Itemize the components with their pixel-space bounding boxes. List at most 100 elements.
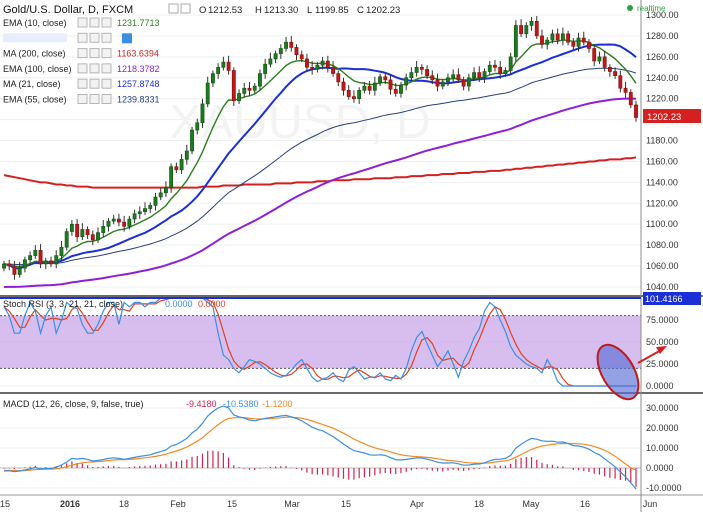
candle[interactable]	[466, 73, 471, 92]
candle[interactable]	[393, 83, 398, 97]
candle[interactable]	[414, 61, 419, 77]
legend-settings-icon[interactable]	[101, 78, 112, 89]
candle[interactable]	[216, 63, 221, 79]
candle[interactable]	[69, 220, 74, 236]
candle[interactable]	[226, 55, 231, 75]
candle[interactable]	[404, 73, 409, 91]
candle[interactable]	[440, 78, 445, 90]
candle[interactable]	[273, 50, 278, 64]
candle[interactable]	[399, 81, 403, 98]
legend-settings-icon[interactable]	[77, 48, 88, 59]
candle[interactable]	[263, 58, 268, 79]
candle[interactable]	[372, 76, 377, 96]
legend-settings-icon[interactable]	[101, 63, 112, 74]
candle[interactable]	[498, 61, 503, 79]
candle[interactable]	[534, 16, 539, 40]
candle[interactable]	[315, 62, 320, 73]
macd-pane[interactable]	[0, 405, 641, 490]
candle[interactable]	[111, 214, 116, 225]
candle[interactable]	[2, 260, 6, 272]
candle[interactable]	[524, 22, 529, 39]
candle[interactable]	[148, 202, 153, 213]
legend-settings-icon[interactable]	[89, 63, 100, 74]
legend-settings-icon[interactable]	[77, 63, 88, 74]
candle[interactable]	[425, 65, 429, 79]
legend-settings-icon[interactable]	[77, 32, 88, 43]
candle[interactable]	[184, 144, 189, 165]
legend-settings-icon[interactable]	[101, 17, 112, 28]
legend-settings-icon[interactable]	[77, 94, 88, 104]
candle[interactable]	[54, 250, 59, 269]
legend-settings-icon[interactable]	[101, 32, 112, 43]
candle[interactable]	[482, 68, 487, 83]
candle[interactable]	[96, 227, 100, 244]
legend-settings-icon[interactable]	[89, 94, 100, 104]
candle[interactable]	[341, 77, 346, 96]
candle[interactable]	[550, 29, 555, 44]
candle[interactable]	[634, 100, 638, 122]
candle[interactable]	[545, 36, 550, 50]
candle[interactable]	[132, 209, 137, 224]
legend-toggle-icon[interactable]	[122, 33, 132, 44]
candle[interactable]	[200, 98, 205, 128]
candle[interactable]	[310, 61, 315, 75]
candle[interactable]	[430, 70, 435, 85]
legend-settings-icon[interactable]	[77, 78, 88, 89]
candle[interactable]	[101, 220, 106, 237]
legend-settings-icon[interactable]	[89, 48, 100, 59]
candle[interactable]	[143, 202, 147, 215]
candle[interactable]	[12, 260, 17, 280]
time-axis[interactable]: 15 2016 18 Feb 15 Mar 15 Apr 18 May 16 Jun	[0, 499, 657, 509]
legend-row[interactable]: EMA (10, close) 1231.7713	[3, 17, 160, 28]
candle[interactable]	[38, 244, 43, 269]
candle[interactable]	[540, 29, 544, 49]
macd-axis[interactable]: 30.0000 20.0000 10.0000 0.0000 -10.0000	[646, 403, 682, 493]
legend-row[interactable]: EMA (55, close) 1239.8331	[3, 94, 160, 105]
candle[interactable]	[508, 52, 513, 75]
candle[interactable]	[59, 240, 64, 261]
candle[interactable]	[592, 44, 597, 67]
candle[interactable]	[231, 67, 236, 107]
candle[interactable]	[163, 181, 168, 198]
candle[interactable]	[529, 17, 534, 31]
candle[interactable]	[336, 70, 341, 87]
candle[interactable]	[503, 67, 508, 77]
candle[interactable]	[576, 32, 581, 52]
candle[interactable]	[325, 55, 330, 73]
candle[interactable]	[623, 81, 628, 98]
candle[interactable]	[116, 213, 121, 227]
legend-settings-icon[interactable]	[77, 17, 88, 28]
legend-settings-icon[interactable]	[89, 78, 100, 89]
candle[interactable]	[137, 206, 142, 219]
candle[interactable]	[205, 76, 210, 108]
candle[interactable]	[211, 70, 215, 88]
candle[interactable]	[221, 56, 226, 71]
candle[interactable]	[195, 118, 200, 135]
candle[interactable]	[602, 50, 607, 72]
candle[interactable]	[80, 223, 85, 240]
candle[interactable]	[153, 192, 158, 211]
price-pane[interactable]	[2, 16, 638, 288]
candle[interactable]	[64, 228, 69, 251]
candle[interactable]	[357, 87, 362, 104]
candle[interactable]	[268, 52, 273, 68]
candle[interactable]	[461, 76, 466, 91]
candle[interactable]	[597, 51, 602, 65]
candle[interactable]	[560, 27, 565, 46]
candle[interactable]	[352, 90, 356, 103]
candle[interactable]	[493, 59, 497, 72]
candle[interactable]	[607, 64, 612, 77]
candle[interactable]	[158, 187, 163, 201]
legend-settings-icon[interactable]	[101, 48, 112, 59]
candle[interactable]	[555, 28, 560, 45]
candle[interactable]	[581, 31, 586, 46]
candle[interactable]	[7, 259, 12, 271]
candle[interactable]	[587, 39, 591, 53]
candle[interactable]	[174, 162, 179, 173]
candle[interactable]	[28, 251, 33, 266]
candle[interactable]	[299, 50, 304, 63]
candle[interactable]	[362, 81, 367, 94]
candle[interactable]	[472, 67, 477, 81]
candle[interactable]	[446, 73, 450, 87]
